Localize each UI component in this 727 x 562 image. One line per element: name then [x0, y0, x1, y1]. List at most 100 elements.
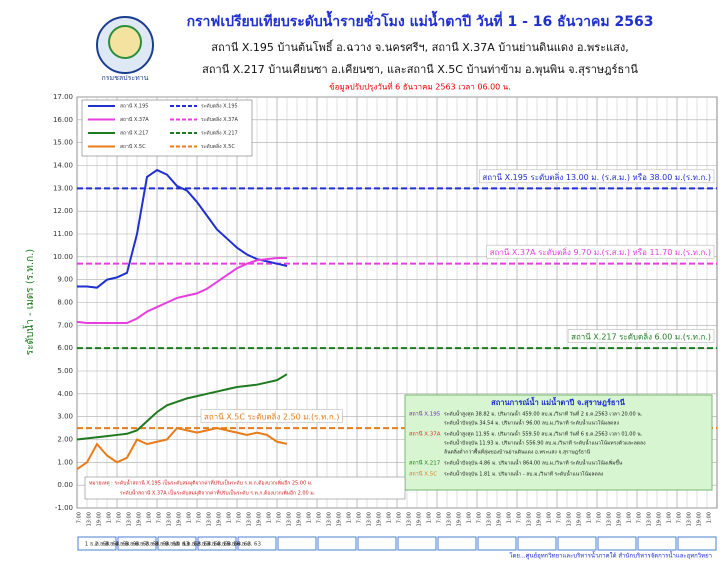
x-tick-label: 19:00 [257, 512, 263, 526]
series-line [76, 256, 287, 325]
legend-label: ระดับตลิ่ง X.5C [201, 143, 235, 150]
x-tick-label: 7:00 [397, 512, 403, 523]
bank-level-label: สถานี X.37A ระดับตลิ่ง 9.70 ม.(ร.ส.ม.) ห… [490, 246, 711, 257]
legend: สถานี X.195 สถานี X.37A สถานี X.217 สถานี X… [81, 99, 253, 157]
x-tick-label: 7:00 [277, 512, 283, 523]
x-tick-label: 19:00 [217, 512, 223, 526]
y-tick-label: -1.00 [55, 504, 73, 512]
x-tick-label: 19:00 [497, 512, 503, 526]
info-line: ระดับน้ำสูงสุด 11.95 ม. ปริมาณน้ำ 559.50… [444, 429, 643, 438]
bank-level-label: สถานี X.217 ระดับตลิ่ง 6.00 ม.(ร.ท.ก.) [571, 331, 711, 342]
y-tick-label: 17.00 [53, 93, 73, 101]
bank-level-label: สถานี X.5C ระดับตลิ่ง 2.50 ม.(ร.ท.ก.) [204, 411, 339, 422]
x-tick-label: 13:00 [567, 512, 573, 526]
series-line [76, 426, 288, 471]
x-tick-label: 13:00 [527, 512, 533, 526]
x-tick-label: 7:00 [597, 512, 603, 523]
x-tick-label: 19:00 [97, 512, 103, 526]
x-tick-label: 19:00 [617, 512, 623, 526]
x-tick-label: 1:00 [627, 512, 633, 523]
y-axis-label: ระดับน้ำ - เมตร (ร.ท.ก.) [22, 249, 36, 356]
x-tick-label: 1:00 [267, 512, 273, 523]
x-tick-label: 13:00 [687, 512, 693, 526]
x-tick-label: 13:00 [247, 512, 253, 526]
day-label: 16 ธ.ค. 63 [233, 541, 262, 548]
info-station: สถานี X.217 [409, 460, 441, 467]
info-line: ระดับน้ำปัจจุบัน 4.86 ม. ปริมาณน้ำ 864.0… [444, 458, 623, 467]
x-tick-label: 7:00 [197, 512, 203, 523]
x-tick-label: 1:00 [107, 512, 113, 523]
day-label: 2 ธ.ค. 63 [95, 541, 120, 548]
y-tick-label: 0.00 [57, 481, 73, 489]
day-box [557, 536, 597, 551]
info-box [404, 394, 713, 491]
legend-label: สถานี X.217 [120, 130, 148, 137]
x-tick-label: 1:00 [387, 512, 393, 523]
x-tick-label: 13:00 [127, 512, 133, 526]
x-tick-label: 7:00 [517, 512, 523, 523]
info-station: สถานี X.195 [409, 411, 441, 418]
x-tick-label: 19:00 [417, 512, 423, 526]
day-label: 12 ธ.ค. 63 [193, 541, 222, 548]
day-box [317, 536, 357, 551]
x-tick-label: 19:00 [377, 512, 383, 526]
day-label: 3 ธ.ค. 63 [105, 541, 130, 548]
day-box [677, 536, 717, 551]
day-box [277, 536, 317, 551]
footer: โดย...ศูนย์อุทกวิทยาและบริหารน้ำภาคใต้ ส… [509, 550, 712, 560]
x-tick-label: 1:00 [507, 512, 513, 523]
bank-level-label-box [200, 409, 343, 423]
info-line: ระดับน้ำปัจจุบัน 1.81 ม. ปริมาณน้ำ - ลบ.… [444, 469, 604, 478]
info-station: สถานี X.5C [409, 471, 437, 478]
y-tick-label: 3.00 [57, 413, 73, 421]
day-label: 13 ธ.ค. 63 [203, 541, 232, 548]
y-tick-label: 2.00 [57, 436, 73, 444]
x-tick-label: 13:00 [207, 512, 213, 526]
day-box [197, 536, 237, 551]
subtitle: สถานี X.195 บ้านต้นโพธิ์ อ.ฉวาง จ.นครศรี… [211, 39, 628, 54]
day-label: 14 ธ.ค. 63 [213, 541, 242, 548]
x-tick-label: 1:00 [427, 512, 433, 523]
day-label: 1 ธ.ค. 63 [85, 541, 110, 548]
y-tick-label: 9.00 [57, 276, 73, 284]
x-tick-label: 7:00 [357, 512, 363, 523]
x-tick-label: 13:00 [607, 512, 613, 526]
x-tick-label: 13:00 [487, 512, 493, 526]
day-label: 9 ธ.ค. 63 [165, 541, 190, 548]
day-label: 4 ธ.ค. 63 [115, 541, 140, 548]
x-tick-label: 13:00 [647, 512, 653, 526]
day-label: 6 ธ.ค. 63 [135, 541, 160, 548]
legend-label: ระดับตลิ่ง X.37A [201, 116, 239, 123]
bank-level-label-box [567, 329, 715, 343]
y-tick-label: 1.00 [57, 458, 73, 466]
bank-level-label-box [479, 169, 715, 184]
info-line: ล้นตลิ่งต่ำกว่าพื้นที่ลุ่มของบ้านย่านดิน… [444, 447, 591, 456]
info-box-title: สถานการณ์น้ำ แม่น้ำตาปี จ.สุราษฎร์ธานี [491, 396, 626, 407]
x-tick-label: 7:00 [557, 512, 563, 523]
info-station: สถานี X.37A [409, 431, 441, 438]
x-tick-label: 7:00 [237, 512, 243, 523]
day-box [157, 536, 197, 551]
legend-label: สถานี X.37A [120, 116, 149, 123]
day-box [637, 536, 677, 551]
note-line: ระดับน้ำสถานี X.37A เป็นระดับสมมุติจากค่… [120, 488, 316, 497]
info-line: ระดับน้ำสูงสุด 38.82 ม. ปริมาณน้ำ 459.00… [444, 409, 643, 418]
x-tick-label: 7:00 [117, 512, 123, 523]
day-label: 7 ธ.ค. 63 [145, 541, 170, 548]
day-label: 10 ธ.ค. 63 [173, 541, 202, 548]
y-tick-label: 13.00 [53, 184, 73, 192]
subtitle: สถานี X.217 บ้านเคียนซา อ.เคียนซา, และสถ… [202, 63, 638, 76]
x-tick-label: 7:00 [437, 512, 443, 523]
x-tick-label: 13:00 [327, 512, 333, 526]
bank-level-label-box [486, 244, 715, 259]
day-label: 5 ธ.ค. 63 [125, 541, 150, 548]
x-tick-label: 19:00 [577, 512, 583, 526]
y-tick-label: 12.00 [53, 207, 73, 215]
x-tick-label: 19:00 [537, 512, 543, 526]
x-tick-label: 7:00 [317, 512, 323, 523]
x-tick-label: 7:00 [157, 512, 163, 523]
x-tick-label: 1:00 [667, 512, 673, 523]
series-line [77, 168, 288, 289]
x-tick-label: 13:00 [287, 512, 293, 526]
info-line: ระดับน้ำปัจจุบัน 34.54 ม. ปริมาณน้ำ 96.0… [444, 418, 619, 427]
